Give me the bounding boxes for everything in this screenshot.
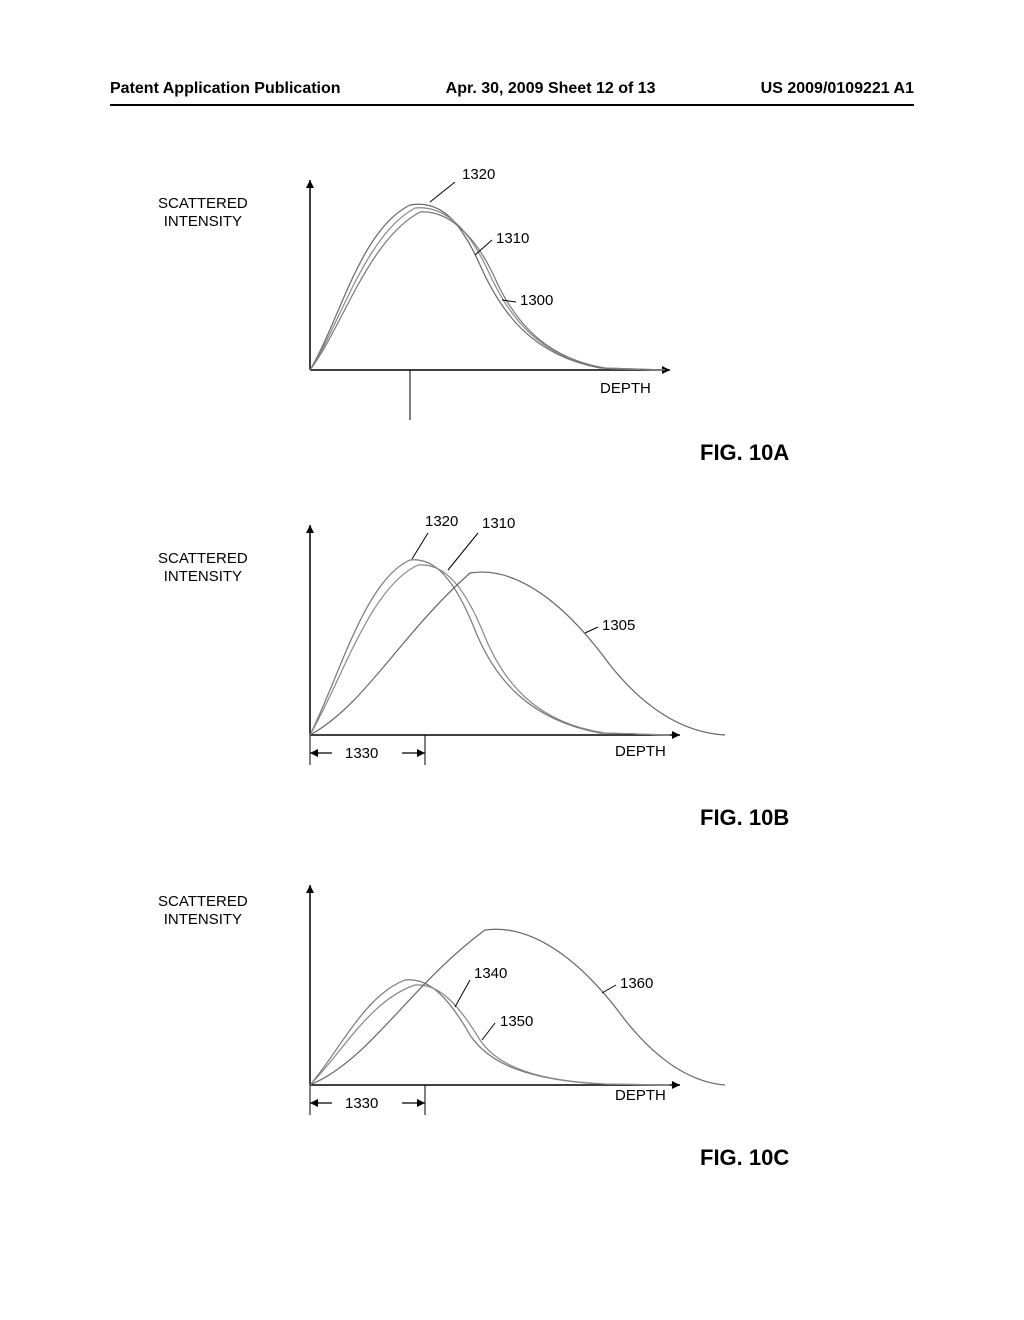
ref-1360: 1360 <box>620 975 653 992</box>
leader-1320 <box>430 182 455 202</box>
span-left-arrow-icon <box>310 749 318 757</box>
span-right-arrow-icon <box>417 749 425 757</box>
curve-1300 <box>310 212 665 370</box>
y-arrow-icon <box>306 525 314 533</box>
curve-1360 <box>310 929 725 1085</box>
plot-c-svg <box>170 865 790 1165</box>
ylabel-line1: SCATTERED <box>158 893 248 910</box>
plot-a-svg <box>170 160 730 450</box>
ylabel-c: SCATTERED INTENSITY <box>158 893 248 929</box>
leader-1305 <box>585 627 598 633</box>
span-right-arrow-icon <box>417 1099 425 1107</box>
curve-1310b <box>310 565 670 735</box>
ylabel-b: SCATTERED INTENSITY <box>158 550 248 586</box>
header-left: Patent Application Publication <box>110 80 341 98</box>
figure-10a: SCATTERED INTENSITY 1320 1310 <box>170 160 730 450</box>
fig-label-b: FIG. 10B <box>700 805 789 831</box>
ylabel-line2: INTENSITY <box>164 911 242 928</box>
leader-1320b <box>412 533 428 559</box>
header-center: Apr. 30, 2009 Sheet 12 of 13 <box>446 80 656 98</box>
ref-1310: 1310 <box>496 230 529 247</box>
leader-1340 <box>455 980 470 1007</box>
curve-1340 <box>310 980 670 1085</box>
leader-1360 <box>602 985 616 993</box>
curve-1350 <box>310 985 670 1085</box>
ylabel-line1: SCATTERED <box>158 550 248 567</box>
ref-1320b: 1320 <box>425 513 458 530</box>
figure-10b: SCATTERED INTENSITY <box>170 495 790 805</box>
x-arrow-icon <box>672 1081 680 1089</box>
fig-label-c: FIG. 10C <box>700 1145 789 1171</box>
leader-1350 <box>482 1023 495 1040</box>
figure-10c: SCATTERED INTENSITY <box>170 865 790 1165</box>
ref-1350: 1350 <box>500 1013 533 1030</box>
ylabel-line1: SCATTERED <box>158 195 248 212</box>
page: Patent Application Publication Apr. 30, … <box>0 0 1024 1320</box>
fig-label-a: FIG. 10A <box>700 440 789 466</box>
xlabel-a: DEPTH <box>600 380 651 397</box>
ref-1305: 1305 <box>602 617 635 634</box>
header-right: US 2009/0109221 A1 <box>761 80 914 98</box>
y-arrow-icon <box>306 885 314 893</box>
curve-1305 <box>310 572 725 735</box>
ref-1340: 1340 <box>474 965 507 982</box>
xlabel-c: DEPTH <box>615 1087 666 1104</box>
curve-1320 <box>310 204 665 370</box>
page-header: Patent Application Publication Apr. 30, … <box>110 80 914 106</box>
y-arrow-icon <box>306 180 314 188</box>
xlabel-b: DEPTH <box>615 743 666 760</box>
ref-1330b: 1330 <box>345 745 378 762</box>
ref-1300: 1300 <box>520 292 553 309</box>
ref-1310b: 1310 <box>482 515 515 532</box>
ylabel-a: SCATTERED INTENSITY <box>158 195 248 231</box>
leader-1310b <box>448 533 478 570</box>
ylabel-line2: INTENSITY <box>164 568 242 585</box>
ref-1330c: 1330 <box>345 1095 378 1112</box>
curve-1310 <box>310 208 665 370</box>
ref-1320: 1320 <box>462 166 495 183</box>
span-left-arrow-icon <box>310 1099 318 1107</box>
ylabel-line2: INTENSITY <box>164 213 242 230</box>
plot-b-svg <box>170 495 790 805</box>
x-arrow-icon <box>672 731 680 739</box>
